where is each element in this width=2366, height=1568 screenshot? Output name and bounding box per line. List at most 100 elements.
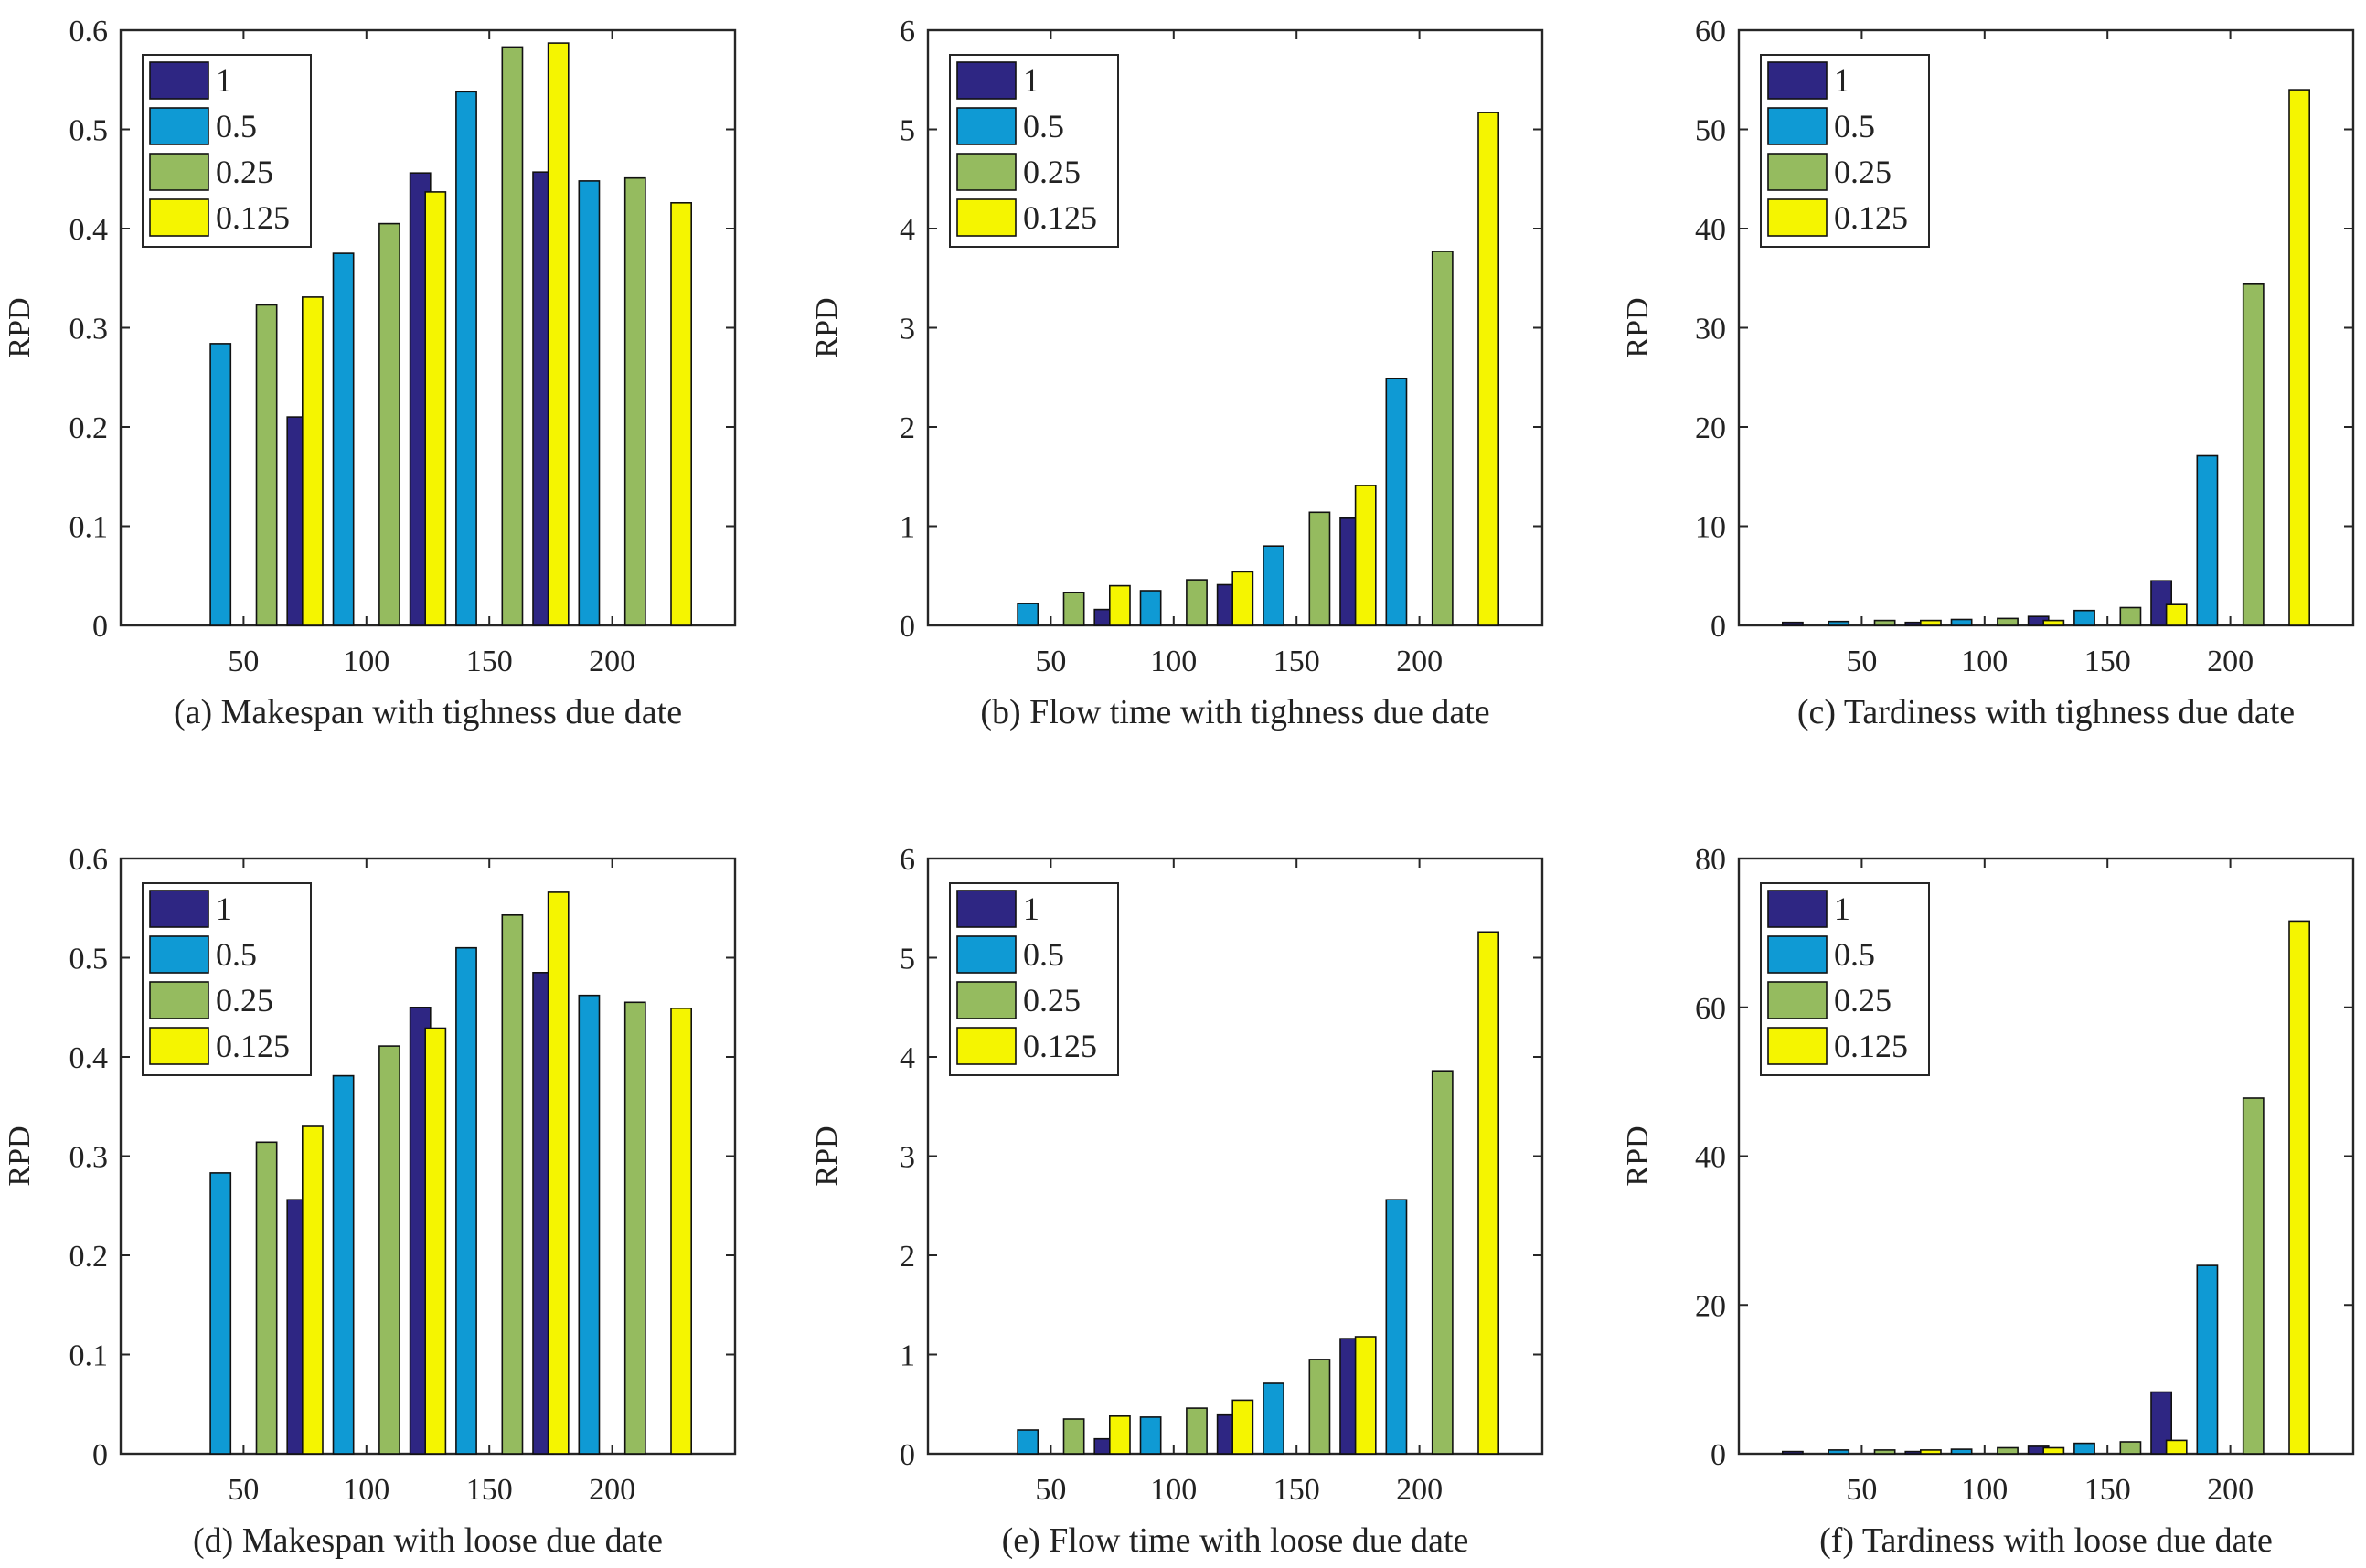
legend-label-b-0.125: 0.125 (1023, 199, 1097, 236)
bar-a-100-series-0.125 (424, 191, 447, 626)
bar-c-100-series-0.5 (1950, 618, 1973, 626)
legend-label-d-0.125: 0.125 (216, 1028, 290, 1064)
bar-a-100-series-0.25 (378, 222, 400, 626)
legend-swatch-e-0.25 (956, 981, 1017, 1019)
xtick-label-a: 200 (589, 645, 635, 678)
legend-d: 1 0.5 0.25 0.125 (142, 882, 312, 1076)
ytick-label-f: 20 (1695, 1289, 1726, 1323)
ytick-label-a: 0.6 (69, 15, 109, 48)
bar-e-150-series-0.25 (1308, 1359, 1331, 1455)
xtick-label-b: 50 (1035, 645, 1066, 678)
bar-a-50-series-0.125 (301, 296, 324, 626)
bar-f-150-series-0.125 (2165, 1439, 2188, 1455)
ylabel-c: RPD (1621, 297, 1655, 357)
bar-b-200-series-0.25 (1431, 251, 1454, 626)
bar-c-50-series-0.125 (1920, 619, 1942, 626)
bar-e-200-series-0.25 (1431, 1070, 1454, 1455)
bar-e-150-series-0.5 (1263, 1382, 1284, 1455)
ytick-label-d: 0.1 (69, 1339, 109, 1373)
ytick-label-a: 0.3 (69, 313, 109, 347)
bar-d-100-series-0.125 (424, 1027, 447, 1455)
chart-panel-a: 0 0.1 0.2 0.3 0.4 0.5 0.6 50 100 150 200 RPD (a) Mak… (3, 15, 737, 731)
bar-d-50-series-0.25 (255, 1141, 278, 1455)
ytick-label-c: 30 (1695, 313, 1726, 347)
legend-swatch-b-0.25 (956, 153, 1017, 191)
ytick-label-a: 0 (92, 610, 108, 644)
bar-e-100-series-0.25 (1186, 1407, 1208, 1455)
bar-d-150-series-0.125 (547, 891, 570, 1455)
bar-c-50-series-0.25 (1873, 619, 1896, 626)
xtick-label-a: 100 (343, 645, 389, 678)
legend-label-f-1: 1 (1834, 891, 1850, 927)
ytick-label-c: 10 (1695, 511, 1726, 545)
legend-f: 1 0.5 0.25 0.125 (1760, 882, 1930, 1076)
bar-a-150-series-0.125 (547, 42, 570, 626)
bar-f-200-series-0.125 (2288, 920, 2311, 1455)
xtick-label-e: 200 (1396, 1473, 1443, 1507)
legend-label-c-1: 1 (1834, 62, 1850, 99)
bar-b-100-series-0.25 (1186, 579, 1208, 626)
legend-swatch-d-0.25 (149, 981, 209, 1019)
legend-label-b-1: 1 (1023, 62, 1039, 99)
bar-e-200-series-0.5 (1385, 1199, 1408, 1455)
legend-swatch-c-0.5 (1767, 107, 1828, 145)
legend-c: 1 0.5 0.25 0.125 (1760, 54, 1930, 248)
bar-f-100-series-0.125 (2042, 1446, 2065, 1455)
chart-panel-c: 0 10 20 30 40 50 60 50 100 150 200 RPD (c) Tardiness… (1621, 15, 2355, 731)
legend-swatch-b-0.5 (956, 107, 1017, 145)
ylabel-f: RPD (1621, 1125, 1655, 1186)
caption-f: (f) Tardiness with loose due date (1819, 1521, 2273, 1560)
ytick-label-b: 6 (900, 15, 915, 48)
ylabel-a: RPD (3, 297, 37, 357)
ytick-label-f: 40 (1695, 1141, 1726, 1175)
bar-f-200-series-0.5 (2196, 1264, 2219, 1455)
bar-f-200-series-1 (2150, 1391, 2173, 1455)
xtick-label-e: 50 (1035, 1473, 1066, 1507)
bar-c-200-series-0.125 (2288, 89, 2311, 626)
xtick-label-d: 100 (343, 1473, 389, 1507)
ytick-label-b: 5 (900, 114, 915, 148)
ytick-label-e: 1 (900, 1339, 915, 1373)
xtick-label-b: 200 (1396, 645, 1443, 678)
bar-d-150-series-0.25 (501, 913, 524, 1455)
legend-swatch-a-0.5 (149, 107, 209, 145)
legend-swatch-c-1 (1767, 61, 1828, 100)
xtick-label-c: 150 (2084, 645, 2131, 678)
ylabel-d: RPD (3, 1125, 37, 1186)
chart-panel-b: 0 1 2 3 4 5 6 50 100 150 200 RPD (b) Flow time with … (810, 15, 1544, 731)
xtick-label-f: 150 (2084, 1473, 2131, 1507)
bar-b-150-series-0.5 (1263, 545, 1284, 626)
bar-b-100-series-0.125 (1231, 571, 1254, 626)
ytick-label-b: 4 (900, 213, 915, 247)
bar-e-150-series-0.125 (1354, 1336, 1377, 1455)
ytick-label-b: 1 (900, 511, 915, 545)
ytick-label-d: 0.6 (69, 843, 109, 877)
bar-e-50-series-0.25 (1062, 1418, 1085, 1455)
caption-c: (c) Tardiness with tighness due date (1797, 693, 2295, 731)
xtick-label-c: 50 (1846, 645, 1877, 678)
ytick-label-a: 0.4 (69, 213, 109, 247)
bar-a-200-series-0.125 (670, 202, 693, 626)
ytick-label-f: 60 (1695, 992, 1726, 1026)
caption-e: (e) Flow time with loose due date (1002, 1521, 1469, 1560)
legend-swatch-f-1 (1767, 890, 1828, 928)
xtick-label-f: 50 (1846, 1473, 1877, 1507)
xtick-label-a: 150 (466, 645, 513, 678)
xtick-label-d: 50 (228, 1473, 259, 1507)
legend-swatch-f-0.5 (1767, 935, 1828, 974)
legend-label-c-0.25: 0.25 (1834, 154, 1892, 190)
bar-b-50-series-0.5 (1017, 603, 1039, 626)
legend-label-f-0.125: 0.125 (1834, 1028, 1908, 1064)
bar-a-50-series-0.5 (209, 343, 232, 626)
legend-swatch-f-0.125 (1767, 1027, 1828, 1065)
bar-c-100-series-0.125 (2042, 619, 2065, 626)
legend-label-b-0.25: 0.25 (1023, 154, 1081, 190)
ytick-label-e: 5 (900, 943, 915, 976)
xtick-label-b: 150 (1274, 645, 1320, 678)
bar-a-50-series-0.25 (255, 304, 278, 626)
ytick-label-c: 50 (1695, 114, 1726, 148)
bar-e-100-series-0.125 (1231, 1399, 1254, 1455)
bar-f-100-series-0.25 (1997, 1446, 2019, 1455)
legend-label-e-1: 1 (1023, 891, 1039, 927)
